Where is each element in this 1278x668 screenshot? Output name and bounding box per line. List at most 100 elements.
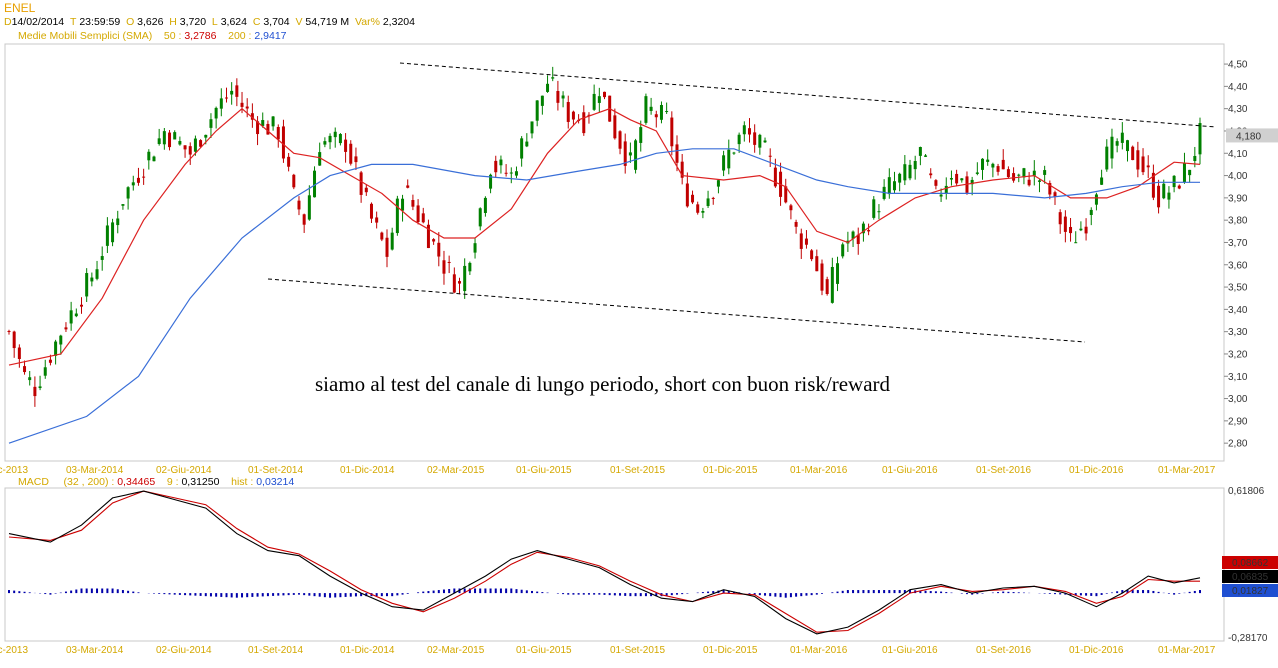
candle bbox=[711, 196, 715, 205]
x-tick-label: 01-Mar-2017 bbox=[1158, 465, 1216, 476]
candle-body bbox=[271, 116, 275, 127]
candle-body bbox=[680, 161, 684, 178]
trendlines-group bbox=[267, 62, 1217, 343]
candle bbox=[540, 95, 544, 115]
time-value: 23:59:59 bbox=[79, 16, 121, 28]
candle bbox=[390, 227, 394, 251]
candle bbox=[287, 153, 291, 172]
candle-body bbox=[535, 100, 539, 121]
candle-body bbox=[696, 204, 700, 213]
candle-body bbox=[836, 263, 840, 284]
candle-body bbox=[561, 95, 565, 99]
candle-body bbox=[815, 256, 819, 272]
candle-body bbox=[1084, 226, 1088, 234]
candle bbox=[12, 330, 16, 358]
candle-body bbox=[670, 117, 674, 147]
y-tick-label: 3,20 bbox=[1228, 349, 1248, 360]
candle-body bbox=[711, 197, 715, 199]
candle bbox=[105, 217, 109, 254]
candle-body bbox=[183, 145, 187, 150]
candle-body bbox=[1074, 242, 1078, 244]
candle bbox=[597, 87, 601, 113]
macd-params: (32 , 200) : bbox=[63, 476, 115, 488]
sma-group bbox=[8, 107, 1201, 444]
candle-body bbox=[28, 377, 32, 381]
candle-body bbox=[1012, 173, 1016, 181]
candle-body bbox=[452, 274, 456, 293]
candle bbox=[126, 186, 130, 210]
candle-body bbox=[349, 143, 353, 164]
candle bbox=[38, 375, 42, 391]
candle bbox=[313, 166, 317, 198]
candle bbox=[603, 91, 606, 100]
candle-body bbox=[867, 230, 871, 232]
candle-body bbox=[566, 102, 570, 122]
candle-body bbox=[1141, 156, 1145, 173]
x-tick-label: 01-Mar-2016 bbox=[790, 645, 848, 656]
lower-channel-line bbox=[267, 278, 1086, 343]
candle bbox=[1188, 169, 1192, 183]
candle bbox=[1141, 148, 1145, 176]
candle-body bbox=[571, 111, 575, 120]
sma-50-line bbox=[8, 107, 1201, 366]
candle bbox=[1146, 155, 1150, 178]
candle bbox=[892, 171, 896, 194]
macd-panel-frame bbox=[4, 487, 1225, 642]
y-tick-label: 3,50 bbox=[1228, 283, 1248, 294]
candle bbox=[732, 151, 736, 155]
candle bbox=[613, 108, 617, 140]
candle-body bbox=[1069, 226, 1073, 234]
candle-body bbox=[100, 256, 104, 260]
x-tick-label: 01-Set-2014 bbox=[248, 645, 303, 656]
candle-body bbox=[333, 131, 337, 138]
candle-body bbox=[54, 341, 58, 356]
candle bbox=[716, 179, 720, 194]
candle bbox=[634, 138, 638, 174]
candle-body bbox=[1100, 177, 1104, 185]
candle bbox=[406, 179, 410, 189]
candle-body bbox=[105, 225, 109, 246]
candle bbox=[463, 258, 467, 299]
candle-body bbox=[489, 174, 493, 189]
candle-body bbox=[773, 167, 777, 187]
candle bbox=[867, 223, 871, 236]
candle-body bbox=[540, 95, 544, 106]
candle-body bbox=[898, 173, 902, 183]
candle bbox=[1058, 209, 1062, 234]
candle-body bbox=[385, 237, 389, 257]
candle bbox=[654, 110, 658, 128]
candle bbox=[136, 167, 140, 186]
upper-channel-line bbox=[399, 62, 1217, 128]
last-price-label: 4,180 bbox=[1236, 131, 1261, 142]
candle bbox=[691, 190, 695, 205]
y-tick-label: 3,90 bbox=[1228, 193, 1248, 204]
candle-body bbox=[230, 90, 234, 95]
candle bbox=[1167, 186, 1171, 209]
candle-body bbox=[442, 260, 446, 274]
candle-body bbox=[747, 128, 751, 135]
candle-body bbox=[634, 140, 638, 170]
candle bbox=[1006, 166, 1010, 179]
value-badges: 4,180 0,08662 0,06835 0,01827 bbox=[1222, 128, 1278, 597]
candle bbox=[680, 154, 684, 185]
sma200-label: 200 : bbox=[228, 30, 252, 42]
candle-body bbox=[468, 262, 472, 272]
candle bbox=[665, 102, 669, 114]
candle bbox=[276, 124, 280, 148]
x-tick-label: 03-Mar-2014 bbox=[66, 645, 124, 656]
candle bbox=[939, 188, 943, 202]
candle bbox=[235, 78, 239, 107]
candle-body bbox=[623, 141, 627, 166]
candle-body bbox=[292, 174, 296, 188]
candle bbox=[59, 334, 63, 355]
candle-body bbox=[706, 198, 710, 206]
candle bbox=[23, 360, 27, 375]
candle bbox=[1022, 167, 1026, 185]
candle bbox=[918, 146, 922, 166]
candle-body bbox=[209, 119, 213, 128]
candle-body bbox=[944, 185, 948, 195]
candle bbox=[111, 218, 115, 247]
candle bbox=[74, 308, 78, 318]
candle bbox=[649, 97, 653, 115]
candle bbox=[639, 120, 643, 152]
